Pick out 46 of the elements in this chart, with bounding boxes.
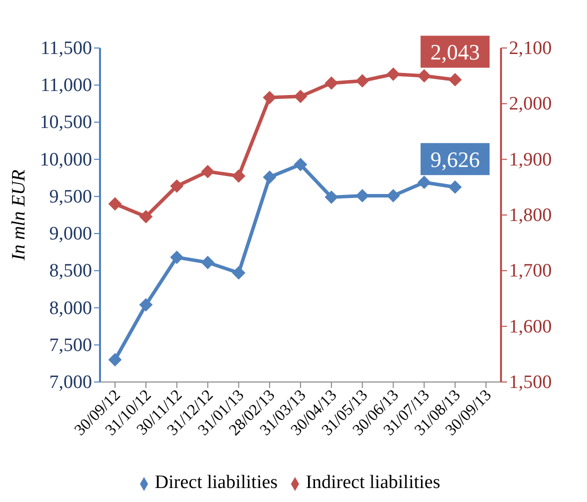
- y-tick-label: 11,000: [40, 75, 92, 96]
- y-axis-title: In mln EUR: [8, 169, 30, 262]
- point: [356, 74, 369, 88]
- point: [139, 210, 152, 224]
- point: [201, 256, 214, 269]
- point: [108, 197, 122, 210]
- y-tick-label: 9,500: [49, 186, 92, 208]
- y-tick-label: 10,000: [40, 149, 92, 170]
- y2-tick-label: 1,600: [509, 316, 552, 338]
- legend-label: Direct liabilities: [154, 472, 278, 493]
- point: [294, 90, 307, 103]
- point: [201, 165, 214, 178]
- point: [356, 189, 369, 202]
- y-tick-label: 7,500: [49, 334, 92, 356]
- data-label: 2,043: [430, 40, 480, 65]
- point: [448, 180, 462, 194]
- point: [418, 69, 431, 82]
- y-tick-label: 8,000: [49, 298, 92, 319]
- point: [170, 250, 184, 264]
- point: [418, 176, 431, 189]
- y-tick-label: 8,500: [49, 260, 92, 282]
- point: [294, 158, 307, 172]
- point: [232, 170, 246, 183]
- y2-tick-label: 1,500: [509, 372, 552, 393]
- data-label: 9,626: [430, 147, 480, 172]
- point: [108, 353, 122, 366]
- point: [232, 266, 246, 280]
- point: [324, 76, 338, 90]
- point: [170, 180, 184, 193]
- point: [139, 298, 152, 312]
- point: [263, 170, 276, 184]
- y2-tick-label: 1,800: [509, 205, 552, 226]
- point: [386, 68, 400, 81]
- y2-tick-label: 2,000: [509, 94, 552, 115]
- y2-tick-label: 2,100: [509, 38, 552, 59]
- y-tick-label: 9,000: [49, 224, 92, 245]
- point: [324, 190, 338, 204]
- y-tick-label: 10,500: [40, 112, 92, 134]
- point: [263, 91, 276, 104]
- y2-tick-label: 1,900: [509, 149, 552, 170]
- y-tick-label: 11,500: [40, 38, 92, 59]
- y2-tick-label: 1,700: [509, 260, 552, 282]
- point: [386, 189, 400, 202]
- legend-label: Indirect liabilities: [306, 472, 440, 493]
- point: [448, 73, 462, 86]
- y-tick-label: 7,000: [49, 372, 92, 393]
